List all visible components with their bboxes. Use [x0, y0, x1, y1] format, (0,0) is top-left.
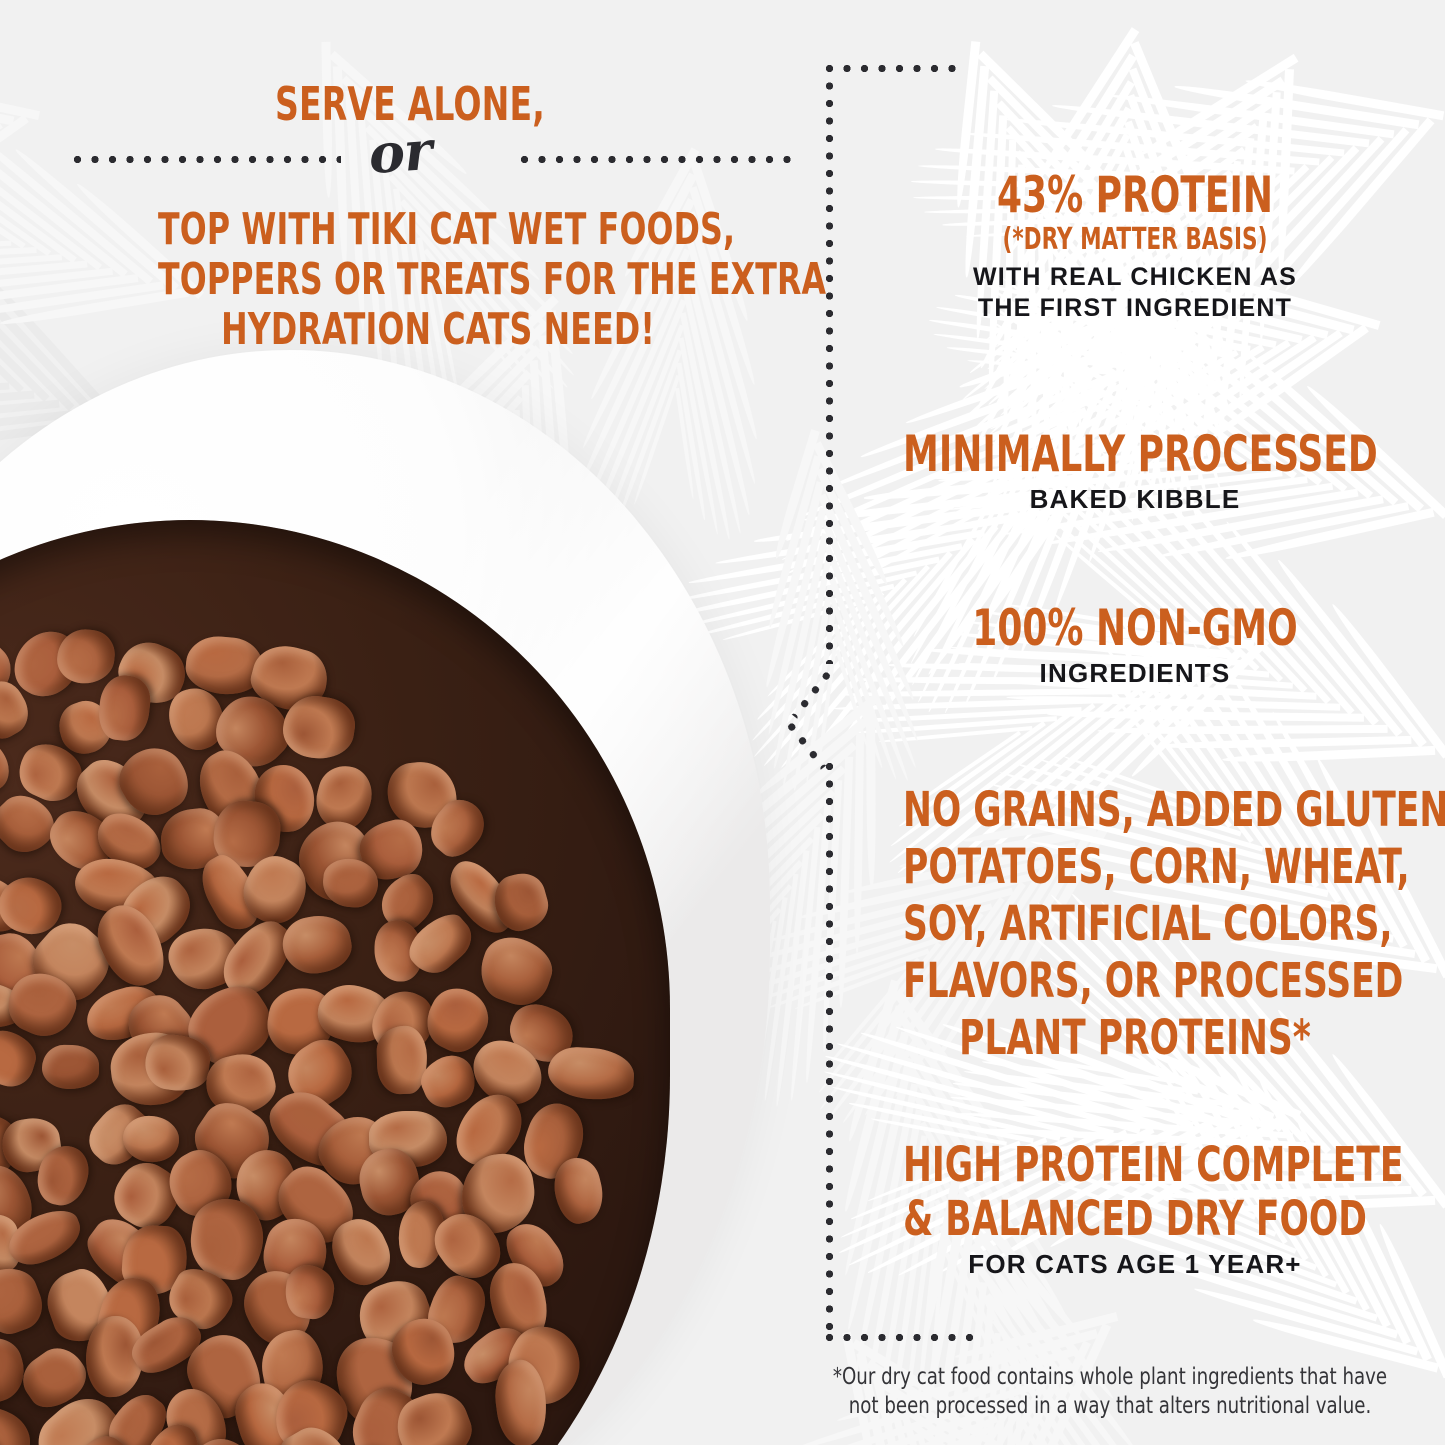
dotted-rule-vertical-upper — [825, 64, 834, 664]
feature-no-fillers-line-3: SOY, ARTIFICIAL COLORS, — [903, 896, 1393, 952]
feature-complete-balanced-line-2: & BALANCED DRY FOOD — [903, 1191, 1367, 1247]
headline-line-4: HYDRATION CATS NEED! — [221, 304, 655, 355]
feature-complete-balanced: HIGH PROTEIN COMPLETE & BALANCED DRY FOO… — [845, 1138, 1425, 1282]
footnote: *Our dry cat food contains whole plant i… — [828, 1363, 1391, 1421]
kibble-piece — [472, 929, 560, 1013]
feature-no-fillers: NO GRAINS, ADDED GLUTEN, POTATOES, CORN,… — [845, 782, 1445, 1067]
kibble-piece — [0, 1397, 40, 1445]
feature-complete-balanced-line-1: HIGH PROTEIN COMPLETE — [903, 1137, 1404, 1193]
feature-non-gmo-headline: 100% NON-GMO — [972, 599, 1298, 657]
dotted-rule-left-of-or — [73, 155, 341, 164]
kibble-piece — [278, 909, 356, 980]
feature-non-gmo-detail: INGREDIENTS — [1039, 658, 1231, 688]
feature-minimally-processed-detail: BAKED KIBBLE — [1029, 484, 1241, 514]
kibble-piece — [546, 1045, 636, 1102]
feature-protein: 43% PROTEIN (*DRY MATTER BASIS) WITH REA… — [845, 168, 1425, 324]
headline-top-with-block: TOP WITH TIKI CAT WET FOODS, TOPPERS OR … — [88, 204, 827, 355]
headline-or-connector: or — [366, 117, 434, 187]
feature-complete-balanced-detail: FOR CATS AGE 1 YEAR+ — [968, 1249, 1302, 1279]
feature-protein-detail-line-1: WITH REAL CHICKEN AS — [973, 263, 1297, 291]
feature-protein-subheadline-orange: (*DRY MATTER BASIS) — [1002, 222, 1268, 257]
dotted-rule-bottom-horizontal — [825, 1333, 975, 1342]
headline-line-2: TOP WITH TIKI CAT WET FOODS, — [158, 204, 736, 255]
feature-minimally-processed: MINIMALLY PROCESSED BAKED KIBBLE — [845, 426, 1425, 516]
kibble-piece — [0, 1259, 50, 1342]
dotted-rule-vertical-lower — [825, 762, 834, 1338]
dotted-rule-right-of-or — [520, 155, 792, 164]
footnote-line-2: not been processed in a way that alters … — [848, 1393, 1372, 1419]
headline-line-3: TOPPERS OR TREATS FOR THE EXTRA — [158, 254, 827, 305]
footnote-line-1: *Our dry cat food contains whole plant i… — [832, 1364, 1388, 1390]
kibble-bowl-photo — [0, 350, 780, 1445]
feature-protein-headline: 43% PROTEIN — [997, 166, 1273, 224]
feature-protein-detail-line-2: THE FIRST INGREDIENT — [977, 294, 1293, 322]
dotted-rule-top-horizontal — [825, 64, 957, 73]
feature-no-fillers-line-5: PLANT PROTEINS* — [959, 1010, 1311, 1066]
feature-no-fillers-line-4: FLAVORS, OR PROCESSED — [903, 953, 1404, 1009]
feature-no-fillers-line-2: POTATOES, CORN, WHEAT, — [903, 839, 1410, 895]
feature-minimally-processed-headline: MINIMALLY PROCESSED — [903, 425, 1378, 483]
feature-non-gmo: 100% NON-GMO INGREDIENTS — [845, 600, 1425, 690]
kibble-piece — [41, 1044, 100, 1090]
feature-no-fillers-line-1: NO GRAINS, ADDED GLUTEN, — [903, 782, 1445, 838]
kibble-piece — [96, 673, 153, 743]
headline-serve-alone: SERVE ALONE, — [274, 77, 546, 131]
